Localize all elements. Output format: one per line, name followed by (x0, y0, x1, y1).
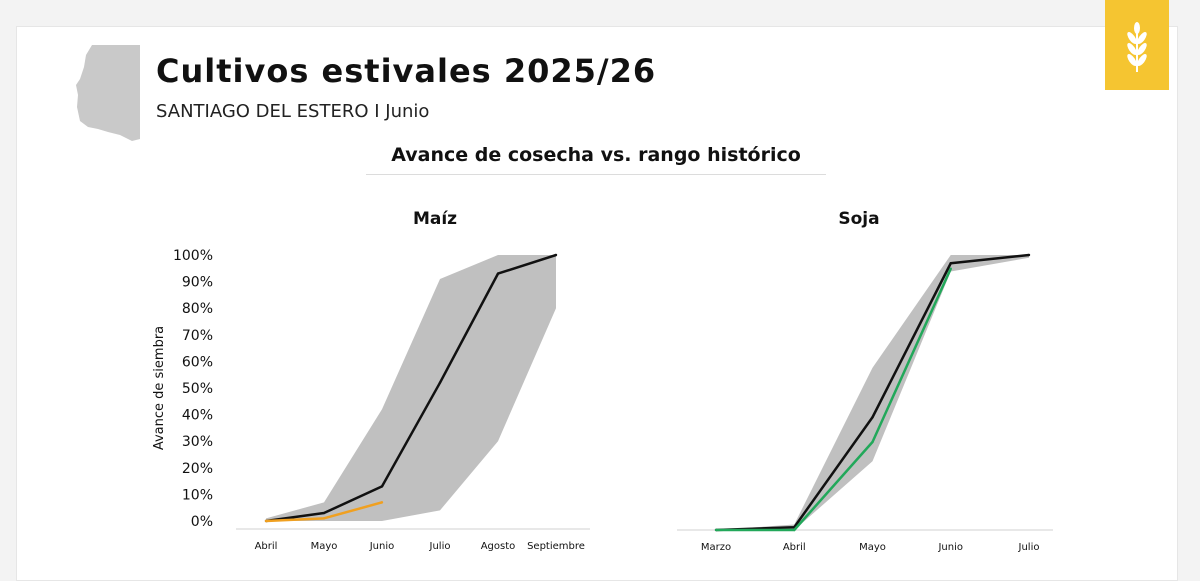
brand-logo (1105, 0, 1169, 90)
section-title: Avance de cosecha vs. rango histórico (391, 144, 801, 166)
series-point (871, 440, 874, 444)
y-axis-label: Avance de siembra (152, 326, 167, 450)
x-tick-label: Junio (937, 542, 963, 553)
x-tick-label: Abril (255, 541, 278, 552)
y-tick-label: 40% (182, 408, 213, 424)
series-point (496, 272, 500, 275)
series-line (716, 268, 952, 532)
series-point (322, 517, 326, 520)
content-card (16, 26, 1178, 581)
chart-title: Maíz (413, 209, 457, 229)
y-tick-label: 30% (182, 434, 213, 450)
x-tick-label: Julio (1018, 542, 1040, 553)
wheat-icon (1127, 22, 1147, 72)
section-divider (366, 174, 826, 175)
y-tick-label: 80% (182, 301, 213, 317)
x-tick-label: Mayo (859, 542, 886, 553)
range-band (716, 255, 1029, 530)
x-tick-label: Mayo (311, 541, 338, 552)
series-point (438, 381, 442, 384)
series-point (554, 253, 558, 257)
y-tick-label: 90% (182, 275, 213, 291)
series-point (871, 416, 874, 419)
y-tick-label: 20% (182, 461, 213, 477)
y-tick-label: 0% (191, 514, 213, 530)
series-point (949, 262, 952, 265)
chart-title: Soja (838, 209, 879, 229)
x-tick-label: Marzo (701, 542, 731, 553)
y-tick-label: 70% (182, 328, 213, 344)
series-point (380, 485, 384, 488)
x-tick-label: Junio (369, 541, 395, 552)
page-subtitle: SANTIAGO DEL ESTERO I Junio (156, 101, 430, 122)
series-point (264, 519, 268, 523)
y-tick-label: 100% (173, 248, 213, 264)
y-tick-label: 10% (182, 487, 213, 503)
y-tick-label: 60% (182, 354, 213, 370)
province-map-icon (76, 45, 140, 141)
series-point (949, 267, 952, 270)
series-point (714, 528, 718, 532)
series-point (793, 528, 796, 532)
series-point (322, 511, 326, 515)
series-line (265, 253, 557, 523)
series-point (380, 501, 384, 504)
x-tick-label: Julio (429, 541, 451, 552)
series-point (1027, 253, 1031, 257)
page-title: Cultivos estivales 2025/26 (156, 52, 657, 90)
x-tick-label: Septiembre (527, 541, 585, 552)
y-tick-label: 50% (182, 381, 213, 397)
x-tick-label: Abril (783, 542, 806, 553)
x-tick-label: Agosto (481, 541, 516, 552)
range-band (266, 255, 556, 521)
